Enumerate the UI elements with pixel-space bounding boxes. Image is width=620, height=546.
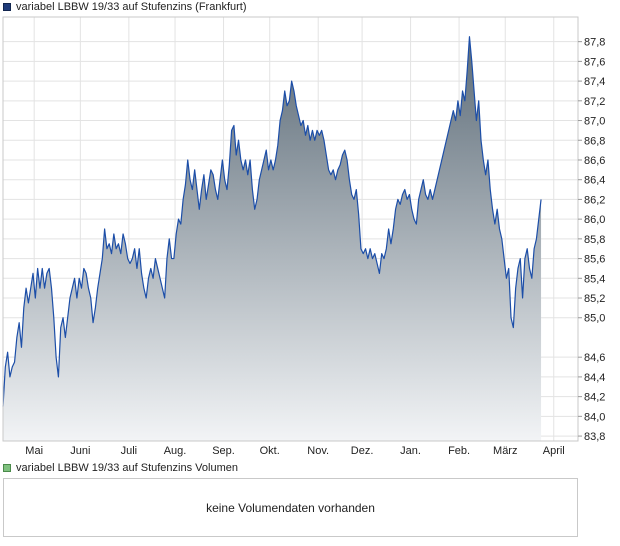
- y-tick-label: 87,8: [584, 37, 605, 49]
- y-tick-label: 85,8: [584, 234, 605, 246]
- y-tick-label: 86,0: [584, 214, 605, 226]
- y-tick-label: 86,4: [584, 175, 605, 187]
- volume-panel: keine Volumendaten vorhanden: [3, 478, 578, 537]
- price-legend: variabel LBBW 19/33 auf Stufenzins (Fran…: [3, 0, 247, 14]
- x-tick-label: Feb.: [448, 445, 470, 457]
- y-tick-label: 85,0: [584, 313, 605, 325]
- price-area: [3, 36, 542, 441]
- y-axis-ticks: 87,8 87,6 87,4 87,2 87,0 86,8 86,6 86,4 86,2 86,0…: [578, 37, 605, 443]
- x-tick-label: Aug.: [164, 445, 187, 457]
- x-tick-label: Jan.: [400, 445, 421, 457]
- y-tick-label: 85,6: [584, 254, 605, 266]
- x-tick-label: Nov.: [307, 445, 329, 457]
- x-tick-label: Mai: [25, 445, 43, 457]
- volume-legend: variabel LBBW 19/33 auf Stufenzins Volum…: [3, 461, 238, 475]
- plot-frame: [2, 16, 579, 442]
- y-tick-label: 87,0: [584, 116, 605, 128]
- y-tick-label: 83,8: [584, 431, 605, 443]
- x-tick-label: Juli: [121, 445, 138, 457]
- x-tick-label: April: [543, 445, 565, 457]
- y-tick-label: 86,6: [584, 155, 605, 167]
- y-tick-label: 86,8: [584, 135, 605, 147]
- y-tick-label: 86,2: [584, 194, 605, 206]
- x-tick-label: Sep.: [212, 445, 235, 457]
- volume-legend-swatch: [3, 464, 11, 472]
- y-tick-label: 87,6: [584, 56, 605, 68]
- y-tick-label: 85,2: [584, 293, 605, 305]
- x-axis-ticks: Mai Juni Juli Aug. Sep. Okt. Nov. Dez. Jan. Feb. M…: [25, 445, 564, 457]
- price-chart: 87,8 87,6 87,4 87,2 87,0 86,8 86,6 86,4 86,2 86,0…: [2, 16, 605, 457]
- x-tick-label: Juni: [70, 445, 90, 457]
- x-tick-label: März: [493, 445, 517, 457]
- y-tick-label: 85,4: [584, 273, 605, 285]
- y-tick-label: 87,2: [584, 96, 605, 108]
- price-legend-label: variabel LBBW 19/33 auf Stufenzins (Fran…: [16, 1, 247, 13]
- y-tick-label: 84,6: [584, 352, 605, 364]
- volume-legend-label: variabel LBBW 19/33 auf Stufenzins Volum…: [16, 462, 238, 474]
- y-tick-label: 84,4: [584, 372, 605, 384]
- y-tick-label: 84,0: [584, 411, 605, 423]
- y-tick-label: 84,2: [584, 392, 605, 404]
- price-line: [2, 36, 542, 407]
- x-tick-label: Okt.: [260, 445, 280, 457]
- price-legend-swatch: [3, 3, 11, 11]
- x-tick-label: Dez.: [351, 445, 374, 457]
- volume-empty-message: keine Volumendaten vorhanden: [206, 500, 375, 515]
- y-tick-label: 87,4: [584, 76, 605, 88]
